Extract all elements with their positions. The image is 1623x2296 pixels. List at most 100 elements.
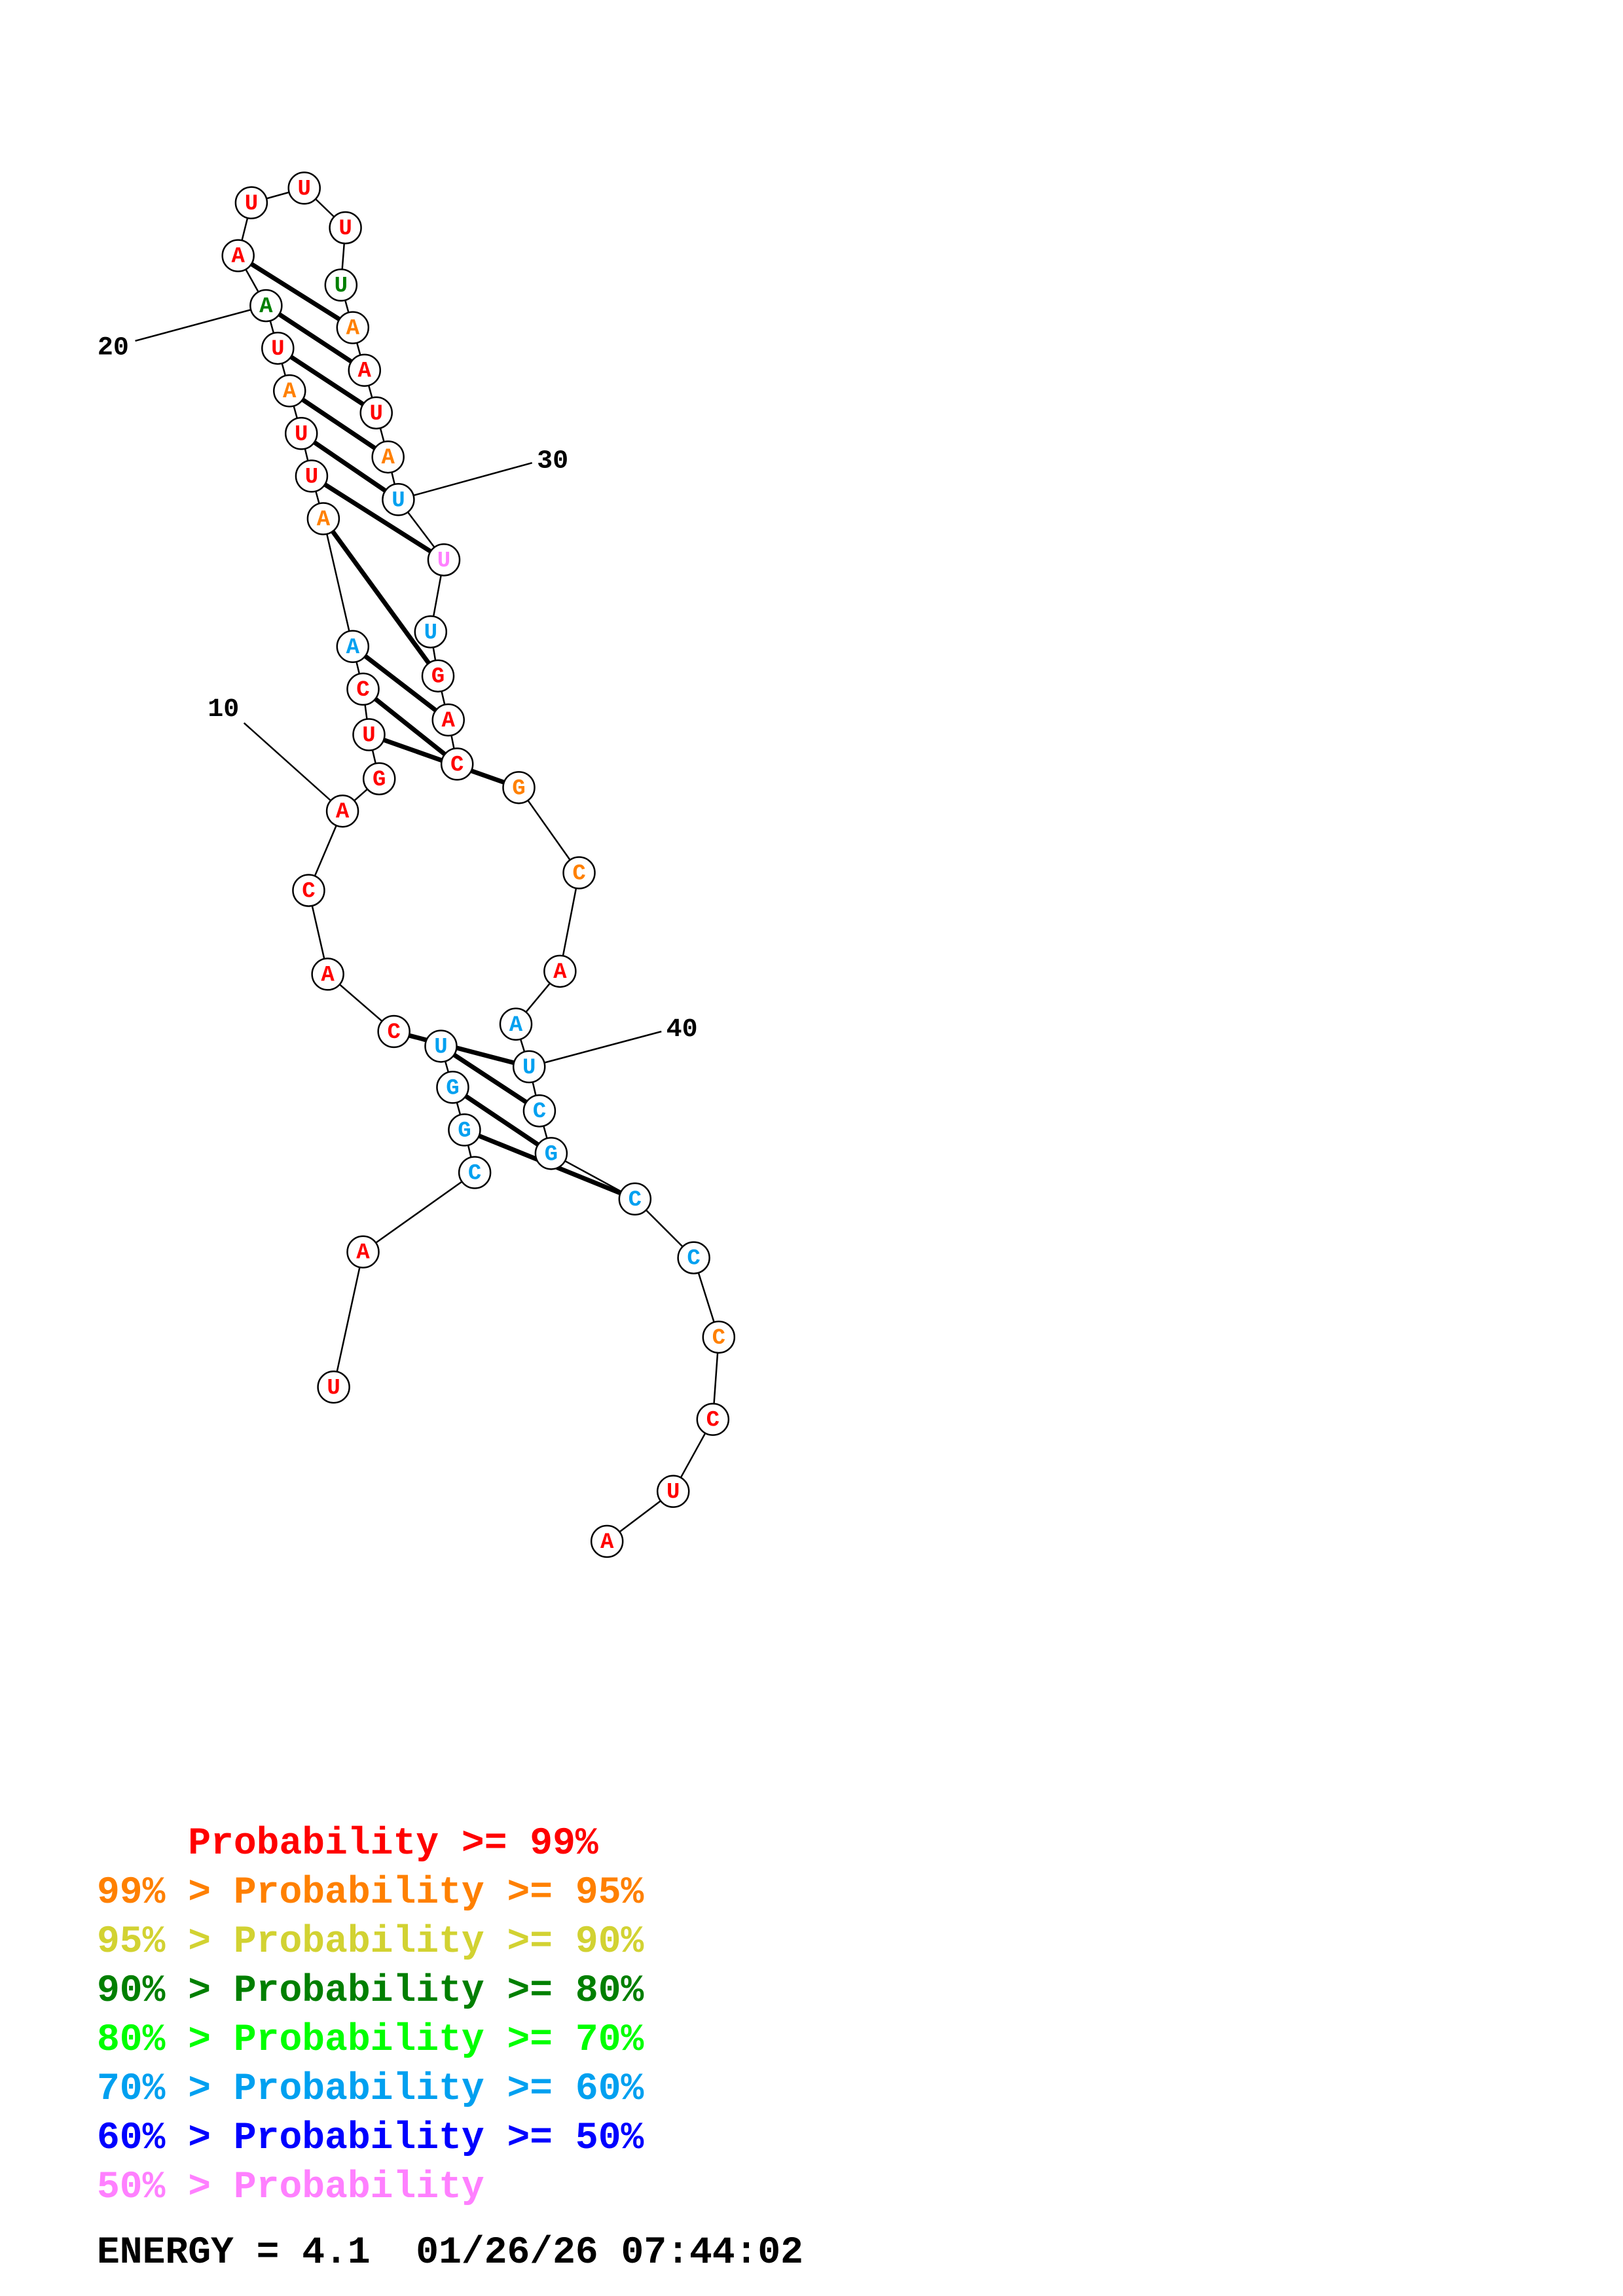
nucleotide: U xyxy=(424,1030,458,1063)
position-tick xyxy=(528,1030,662,1068)
nucleotide-letter: C xyxy=(302,879,315,904)
position-label-ticks xyxy=(135,304,662,1068)
nucleotide-letter: U xyxy=(295,422,308,447)
nucleotide: A xyxy=(371,440,405,474)
base-pair-bond xyxy=(321,517,440,677)
nucleotide-circle xyxy=(352,718,386,751)
nucleotide-circle xyxy=(249,289,283,323)
legend-entry: 70% > Probability >= 60% xyxy=(97,2068,644,2111)
nucleotide-circle xyxy=(317,1371,350,1404)
nucleotide-circle xyxy=(677,1241,710,1274)
nucleotide-letter: C xyxy=(533,1100,546,1124)
nucleotide-circle xyxy=(324,268,358,302)
nucleotide-circle xyxy=(696,1403,730,1436)
nucleotide: A xyxy=(431,703,465,737)
nucleotide-circle xyxy=(295,459,329,493)
nucleotide-letter: G xyxy=(431,665,445,690)
nucleotide: A xyxy=(325,794,359,828)
nucleotide-circle xyxy=(261,331,295,365)
nucleotide-letter: U xyxy=(271,337,284,362)
nucleotide: C xyxy=(346,672,380,706)
nucleotide-circle xyxy=(534,1137,568,1170)
nucleotide-circle xyxy=(382,483,415,516)
position-tick xyxy=(398,461,533,501)
nucleotide: A xyxy=(249,289,283,323)
nucleotide-letter: U xyxy=(362,724,375,749)
backbone-segment xyxy=(333,1251,364,1388)
position-label: 20 xyxy=(98,334,129,363)
nucleotide-letter: A xyxy=(358,359,372,384)
backbone-lines xyxy=(237,187,720,1543)
nucleotide: C xyxy=(702,1320,736,1354)
nucleotide: C xyxy=(562,856,596,889)
nucleotide-letter: U xyxy=(305,465,318,490)
base-pair-bond xyxy=(300,431,400,502)
energy-timestamp: ENERGY = 4.1 01/26/26 07:44:02 xyxy=(97,2232,803,2274)
nucleotide: U xyxy=(317,1371,350,1404)
nucleotide-circle xyxy=(424,1030,458,1063)
nucleotide-letter: C xyxy=(706,1408,720,1433)
nucleotide-letter: A xyxy=(321,963,335,988)
legend-entry: Probability >= 99% xyxy=(97,1823,598,1865)
nucleotide-circle xyxy=(346,672,380,706)
nucleotide-circle xyxy=(499,1007,533,1041)
nucleotide-circle xyxy=(311,958,344,991)
nucleotide: U xyxy=(329,211,362,245)
nucleotide: C xyxy=(677,1241,710,1274)
nucleotide: C xyxy=(618,1182,652,1216)
nucleotide-letter: A xyxy=(381,446,395,471)
nucleotide-letter: G xyxy=(512,776,525,801)
nucleotide-letter: C xyxy=(572,862,585,887)
backbone-segment xyxy=(322,518,354,647)
nucleotide: G xyxy=(502,771,536,804)
nucleotide-letter: U xyxy=(370,402,383,427)
nucleotide-circle xyxy=(371,440,405,474)
nucleotide-circle xyxy=(421,659,455,692)
base-pair-bond xyxy=(236,253,354,330)
nucleotide-letter: G xyxy=(446,1076,459,1101)
nucleotide: U xyxy=(295,459,329,493)
nucleotide-letter: A xyxy=(346,636,360,660)
nucleotide: A xyxy=(348,353,382,387)
nucleotide: C xyxy=(377,1014,410,1049)
nucleotide: A xyxy=(590,1524,624,1558)
nucleotide: A xyxy=(499,1007,533,1041)
base-pair-bond xyxy=(288,389,390,459)
nucleotide-circle xyxy=(562,856,596,889)
nucleotide-circle xyxy=(543,954,577,988)
nucleotide-circle xyxy=(702,1320,736,1354)
nucleotide-letter: C xyxy=(468,1162,481,1187)
probability-legend: Probability >= 99% 99% > Probability >= 9… xyxy=(97,1820,644,2212)
legend-entry: 90% > Probability >= 80% xyxy=(97,1970,644,2013)
legend-entry: 80% > Probability >= 70% xyxy=(97,2019,644,2062)
nucleotide-circle xyxy=(431,703,465,737)
nucleotide-letter: U xyxy=(434,1035,447,1060)
nucleotide: U xyxy=(234,186,268,220)
nucleotide-circle xyxy=(348,353,382,387)
base-pair-bond xyxy=(351,645,450,722)
nucleotides: UACGGUCACAGUCAAUUAUAAUUUUAAUAUUUGACGCAAU… xyxy=(221,171,736,1558)
nucleotide-circle xyxy=(440,747,474,781)
nucleotide: U xyxy=(287,171,321,205)
nucleotide-letter: U xyxy=(437,548,450,573)
base-pair-bond xyxy=(264,304,366,372)
nucleotide-letter: C xyxy=(356,678,369,703)
nucleotide-letter: U xyxy=(424,620,437,645)
nucleotide: U xyxy=(352,718,386,751)
nucleotide-circle xyxy=(287,171,321,205)
nucleotide-circle xyxy=(292,874,325,907)
base-pair-bond xyxy=(276,346,378,415)
nucleotide-letter: A xyxy=(317,507,331,532)
nucleotide: G xyxy=(534,1137,568,1170)
nucleotide-circle xyxy=(656,1475,690,1508)
nucleotide: C xyxy=(292,874,325,907)
nucleotide: U xyxy=(414,615,448,649)
nucleotide: G xyxy=(362,762,396,796)
nucleotide-circle xyxy=(590,1524,624,1558)
nucleotide-letter: C xyxy=(629,1188,642,1213)
nucleotide-letter: G xyxy=(373,768,386,793)
nucleotide-letter: U xyxy=(392,488,405,513)
nucleotide-letter: U xyxy=(245,192,258,217)
legend-entry: 95% > Probability >= 90% xyxy=(97,1921,644,1964)
